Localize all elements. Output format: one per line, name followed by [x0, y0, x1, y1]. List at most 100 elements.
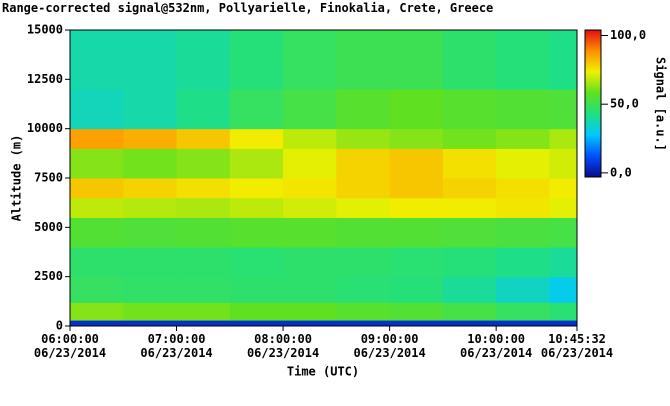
heatmap-cell — [176, 197, 231, 218]
heatmap-cell — [283, 128, 337, 149]
heatmap-cell — [442, 247, 497, 278]
heatmap-cell — [442, 217, 497, 248]
heatmap-cell — [442, 128, 497, 149]
heatmap-cell — [336, 148, 391, 179]
heatmap-cell — [336, 276, 391, 303]
heatmap-cell — [229, 302, 284, 321]
heatmap-cell — [336, 30, 391, 90]
y-tick-label: 12500 — [27, 72, 63, 86]
heatmap-cell — [549, 276, 578, 303]
x-tick-label: 07:00:00 06/23/2014 — [140, 332, 213, 360]
heatmap-cell — [442, 320, 497, 327]
heatmap-cell — [389, 247, 444, 278]
x-tick-label: 10:00:00 06/23/2014 — [460, 332, 533, 360]
heatmap-cell — [176, 302, 231, 321]
heatmap-cell — [123, 178, 178, 199]
heatmap-cell — [549, 302, 578, 321]
heatmap-cell — [549, 320, 578, 327]
x-tick-label: 08:00:00 06/23/2014 — [246, 332, 320, 360]
heatmap-cell — [283, 302, 337, 321]
heatmap-cell — [229, 217, 284, 248]
y-tick-label: 10000 — [27, 121, 63, 135]
heatmap-cell — [283, 89, 337, 130]
heatmap-cell — [123, 302, 178, 321]
heatmap-cell — [123, 320, 178, 327]
heatmap-cell — [496, 128, 550, 149]
heatmap-cell — [229, 30, 284, 90]
heatmap-cell — [70, 89, 124, 130]
heatmap-cell — [336, 217, 391, 248]
heatmap-cell — [123, 247, 178, 278]
heatmap-cell — [549, 128, 578, 149]
heatmap-cell — [336, 197, 391, 218]
heatmap-cell — [496, 197, 550, 218]
colorbar-tick-label: 100,0 — [610, 28, 646, 42]
heatmap-cell — [176, 148, 231, 179]
y-axis-label: Altitude (m) — [10, 135, 24, 222]
heatmap-cell — [496, 247, 550, 278]
heatmap-cell — [229, 197, 284, 218]
heatmap-cell — [336, 320, 391, 327]
heatmap-cell — [389, 217, 444, 248]
heatmap-cell — [496, 30, 550, 90]
heatmap-cell — [123, 128, 178, 149]
heatmap-cell — [442, 197, 497, 218]
heatmap-cell — [123, 89, 178, 130]
heatmap-cell — [496, 302, 550, 321]
heatmap-cell — [549, 89, 578, 130]
heatmap-cell — [176, 247, 231, 278]
heatmap-cell — [442, 30, 497, 90]
heatmap-cell — [176, 128, 231, 149]
heatmap-cell — [442, 302, 497, 321]
heatmap-cell — [70, 30, 124, 90]
heatmap-cell — [229, 247, 284, 278]
heatmap-cell — [549, 247, 578, 278]
heatmap-cell — [70, 217, 124, 248]
heatmap-cell — [496, 276, 550, 303]
y-tick-label: 5000 — [34, 220, 63, 234]
y-tick-label: 15000 — [27, 23, 63, 37]
heatmap-cell — [123, 197, 178, 218]
heatmap-cell — [70, 302, 124, 321]
x-tick-label: 09:00:00 06/23/2014 — [353, 332, 426, 360]
heatmap-cell — [549, 197, 578, 218]
heatmap-cell — [283, 247, 337, 278]
heatmap-cell — [549, 148, 578, 179]
heatmap-cell — [176, 30, 231, 90]
heatmap-cell — [389, 320, 444, 327]
heatmap-cell — [549, 178, 578, 199]
heatmap-cell — [176, 320, 231, 327]
heatmap-cell — [176, 217, 231, 248]
heatmap-cell — [389, 178, 444, 199]
heatmap-cell — [336, 89, 391, 130]
heatmap-cell — [336, 178, 391, 199]
heatmap-cell — [283, 276, 337, 303]
y-tick-label: 0 — [56, 319, 63, 333]
y-tick-label: 7500 — [34, 171, 63, 185]
heatmap-cell — [70, 276, 124, 303]
heatmap-cell — [549, 217, 578, 248]
colorbar — [584, 29, 602, 178]
heatmap-cell — [229, 148, 284, 179]
heatmap-cell — [496, 217, 550, 248]
heatmap-cell — [442, 276, 497, 303]
heatmap-cell — [123, 30, 178, 90]
heatmap-cell — [70, 197, 124, 218]
heatmap-cell — [283, 320, 337, 327]
heatmap-cell — [389, 197, 444, 218]
heatmap-cell — [283, 197, 337, 218]
heatmap-cell — [70, 178, 124, 199]
heatmap-cell — [389, 30, 444, 90]
heatmap-cell — [496, 148, 550, 179]
heatmap-cell — [496, 320, 550, 327]
chart-title: Range-corrected signal@532nm, Pollyariel… — [2, 1, 494, 15]
heatmap-cell — [442, 148, 497, 179]
heatmap-cell — [229, 320, 284, 327]
heatmap-cell — [389, 276, 444, 303]
y-tick-label: 2500 — [34, 269, 63, 283]
colorbar-label: Signal [a.u.] — [654, 57, 668, 151]
heatmap-cell — [70, 148, 124, 179]
heatmap-cell — [70, 247, 124, 278]
heatmap-cell — [70, 320, 124, 327]
